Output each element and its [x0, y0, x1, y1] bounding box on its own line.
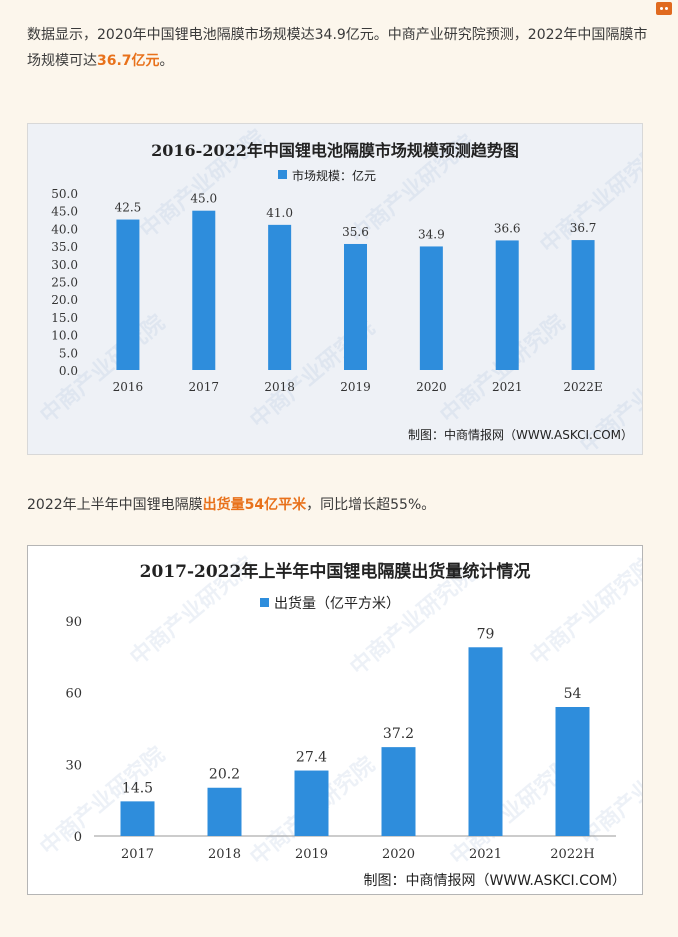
more-menu-icon[interactable]	[656, 2, 672, 15]
y-tick-label: 60	[65, 687, 82, 702]
bar	[571, 240, 595, 370]
data-label: 42.5	[115, 201, 142, 215]
x-tick-label: 2017	[189, 380, 220, 394]
bar	[192, 210, 216, 370]
x-tick-label: 2022E	[563, 380, 602, 394]
bar	[294, 770, 329, 836]
x-tick-label: 2016	[113, 380, 144, 394]
bar	[116, 219, 140, 370]
legend-swatch	[260, 598, 269, 607]
data-label: 54	[564, 686, 582, 702]
market-size-chart: 中商产业研究院 中商产业研究院 中商产业研究院 中商产业研究院 中商产业研究院 中商产业研…	[27, 123, 643, 455]
x-tick-label: 2017	[121, 847, 154, 862]
x-tick-label: 2019	[340, 380, 371, 394]
data-label: 79	[477, 626, 495, 642]
data-label: 36.7	[570, 221, 597, 235]
paragraph-shipments: 2022年上半年中国锂电隔膜出货量54亿平米，同比增长超55%。	[27, 492, 652, 518]
y-tick-label: 90	[65, 615, 82, 630]
bar	[468, 647, 503, 836]
paragraph-market-size: 数据显示，2020年中国锂电池隔膜市场规模达34.9亿元。中商产业研究院预测，2…	[27, 22, 652, 74]
data-label: 27.4	[296, 750, 327, 766]
x-tick-label: 2019	[295, 847, 328, 862]
shipment-chart: 中商产业研究院 中商产业研究院 中商产业研究院 中商产业研究院 中商产业研究院 中商产业研…	[27, 545, 643, 895]
x-tick-label: 2022H	[550, 847, 594, 862]
y-tick-label: 40.0	[51, 222, 78, 236]
chart-title: 2017-2022年上半年中国锂电隔膜出货量统计情况	[140, 561, 531, 582]
x-tick-label: 2020	[382, 847, 415, 862]
paragraph1-end: 。	[159, 53, 174, 69]
y-tick-label: 30.0	[51, 258, 78, 272]
bar	[555, 707, 590, 836]
data-label: 20.2	[209, 767, 240, 783]
data-label: 37.2	[383, 726, 414, 742]
data-label: 41.0	[266, 206, 293, 220]
y-tick-label: 25.0	[51, 276, 78, 290]
legend-label: 出货量（亿平方米）	[274, 595, 400, 612]
watermark-text: 中商产业研究院	[525, 552, 642, 671]
paragraph2-end: ，同比增长超55%。	[306, 497, 436, 513]
paragraph1-text: 数据显示，2020年中国锂电池隔膜市场规模达34.9亿元。中商产业研究院预测，2…	[27, 27, 648, 69]
y-tick-label: 50.0	[51, 187, 78, 201]
bar	[419, 246, 443, 370]
bar	[120, 801, 155, 836]
y-tick-label: 20.0	[51, 293, 78, 307]
y-tick-label: 0	[74, 830, 82, 845]
y-tick-label: 0.0	[59, 364, 78, 378]
y-tick-label: 10.0	[51, 329, 78, 343]
data-label: 14.5	[122, 780, 153, 796]
bar	[268, 224, 292, 370]
watermark-text: 中商产业研究院	[35, 310, 170, 429]
paragraph1-highlight: 36.7亿元	[97, 53, 160, 69]
x-tick-label: 2021	[492, 380, 523, 394]
data-label: 34.9	[418, 227, 445, 241]
bar	[207, 787, 242, 836]
bar	[344, 243, 367, 370]
data-label: 35.6	[342, 225, 369, 239]
chart-credit: 制图：中商情报网（WWW.ASKCI.COM）	[408, 427, 633, 442]
y-tick-label: 35.0	[51, 240, 78, 254]
data-label: 45.0	[190, 192, 217, 206]
bar	[381, 747, 416, 836]
y-tick-label: 15.0	[51, 311, 78, 325]
legend-label: 市场规模：亿元	[292, 168, 376, 183]
x-tick-label: 2021	[469, 847, 502, 862]
legend-swatch	[278, 170, 287, 179]
y-tick-label: 5.0	[59, 346, 78, 360]
paragraph2-highlight: 出货量54亿平米	[202, 497, 307, 513]
x-tick-label: 2018	[264, 380, 295, 394]
y-tick-label: 45.0	[51, 205, 78, 219]
chart-credit: 制图：中商情报网（WWW.ASKCI.COM）	[364, 873, 626, 889]
chart-title: 2016-2022年中国锂电池隔膜市场规模预测趋势图	[151, 141, 519, 160]
paragraph2-text: 2022年上半年中国锂电隔膜	[27, 497, 203, 513]
data-label: 36.6	[494, 221, 521, 235]
x-tick-label: 2020	[416, 380, 447, 394]
y-tick-label: 30	[65, 758, 82, 773]
watermark-text: 中商产业研究院	[35, 742, 170, 861]
bar	[495, 240, 519, 370]
x-tick-label: 2018	[208, 847, 241, 862]
